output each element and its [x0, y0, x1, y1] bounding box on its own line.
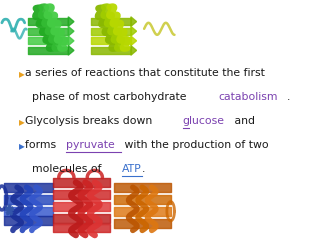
Text: ▸: ▸	[19, 139, 25, 152]
Text: with the production of two: with the production of two	[121, 140, 268, 150]
Text: and: and	[231, 116, 255, 126]
Polygon shape	[68, 17, 74, 26]
Polygon shape	[131, 36, 137, 46]
Text: catabolism: catabolism	[218, 92, 277, 102]
Polygon shape	[131, 26, 137, 36]
Text: ATP: ATP	[122, 164, 141, 174]
Polygon shape	[131, 46, 137, 55]
Text: forms: forms	[25, 140, 59, 150]
Text: ▸: ▸	[19, 115, 25, 128]
Text: glucose: glucose	[183, 116, 225, 126]
Text: .: .	[287, 92, 290, 102]
Text: .: .	[142, 164, 146, 174]
Text: a series of reactions that constitute the first: a series of reactions that constitute th…	[25, 68, 265, 78]
Polygon shape	[68, 36, 74, 46]
Text: molecules of: molecules of	[32, 164, 105, 174]
Text: phase of most carbohydrate: phase of most carbohydrate	[32, 92, 190, 102]
Polygon shape	[68, 46, 74, 55]
Text: ▸: ▸	[19, 67, 25, 80]
Text: Glycolysis breaks down: Glycolysis breaks down	[25, 116, 156, 126]
Polygon shape	[131, 17, 137, 26]
Text: pyruvate: pyruvate	[66, 140, 115, 150]
Polygon shape	[68, 26, 74, 36]
